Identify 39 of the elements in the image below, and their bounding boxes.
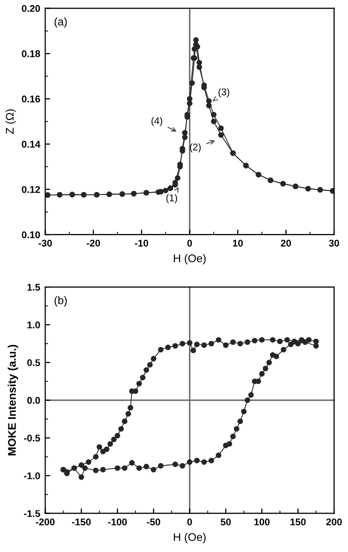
x-tick-label: -10	[134, 240, 148, 247]
x-tick-label: 50	[220, 518, 231, 526]
y-tick-label: -0.5	[24, 434, 40, 442]
x-tick-label: 30	[328, 240, 340, 247]
y-tick-label: 1.0	[27, 321, 40, 328]
annotation: (2)	[190, 143, 201, 152]
x-axis-title: H (Oe)	[174, 532, 206, 544]
x-tick-label: -30	[38, 240, 52, 247]
x-tick-label: -20	[86, 240, 100, 247]
annotation: (1)	[166, 194, 178, 204]
x-tick-label: 150	[290, 518, 306, 526]
annotation: (3)	[218, 88, 230, 98]
y-tick-label: 0.0	[27, 396, 40, 404]
y-tick-label: 0.14	[22, 140, 40, 148]
y-tick-label: 1.5	[27, 284, 40, 291]
y-tick-label: 0.18	[22, 50, 40, 58]
y-tick-label: 0.12	[22, 186, 40, 193]
y-tick-label: 0.16	[22, 96, 40, 102]
x-tick-label: -50	[146, 518, 160, 526]
x-tick-label: 100	[254, 518, 270, 526]
x-axis-title: H (Oe)	[174, 254, 206, 264]
y-axis-title: MOKE Intensity (a.u.)	[8, 344, 18, 456]
x-tick-label: 0	[187, 518, 192, 526]
y-tick-label: 0.5	[27, 359, 40, 366]
y-tick-label: -1.0	[24, 472, 40, 480]
annotation: (4)	[152, 117, 162, 126]
y-tick-label: 0.10	[22, 231, 40, 238]
x-tick-label: 20	[280, 240, 291, 247]
x-tick-label: -200	[36, 518, 55, 526]
y-tick-label: 0.20	[22, 5, 40, 12]
x-tick-label: 200	[326, 518, 342, 526]
x-tick-label: 0	[187, 240, 192, 247]
annotation: (b)	[54, 296, 67, 306]
y-tick-label: -1.5	[24, 510, 40, 517]
y-axis-title: Z (Ω)	[6, 109, 16, 134]
x-tick-label: -100	[108, 518, 127, 526]
x-tick-label: 10	[233, 240, 243, 247]
annotation: (a)	[54, 17, 67, 28]
x-tick-label: -150	[72, 518, 91, 526]
